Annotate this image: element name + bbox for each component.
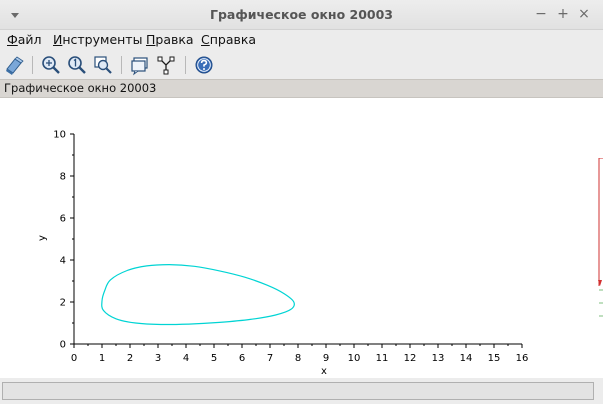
- menu-edit-mnemonic: П: [146, 32, 156, 47]
- x-tick-label: 6: [239, 353, 245, 364]
- maximize-button[interactable]: +: [557, 6, 569, 22]
- x-tick-label: 15: [488, 353, 501, 364]
- help-icon[interactable]: [193, 54, 215, 76]
- menu-edit-label: равка: [155, 32, 194, 47]
- x-tick-label: 2: [127, 353, 133, 364]
- menu-file[interactable]: Файл: [7, 32, 42, 47]
- series-line: [101, 263, 295, 326]
- x-tick-label: 14: [460, 353, 473, 364]
- x-tick-label: 12: [404, 353, 417, 364]
- figure-info-bar: Графическое окно 20003: [0, 79, 603, 98]
- x-tick-label: 8: [295, 353, 301, 364]
- x-tick-label: 9: [323, 353, 329, 364]
- menu-tools[interactable]: Инструменты: [53, 32, 142, 47]
- menu-edit[interactable]: Правка: [146, 32, 194, 47]
- x-tick-label: 1: [99, 353, 105, 364]
- y-tick-label: 6: [60, 214, 66, 225]
- close-button[interactable]: ×: [578, 6, 590, 22]
- y-tick-label: 4: [60, 256, 66, 267]
- toolbar-separator: [32, 56, 33, 74]
- status-bar: [0, 380, 603, 404]
- menu-help[interactable]: Справка: [201, 32, 256, 47]
- zoom-in-icon[interactable]: [40, 54, 62, 76]
- y-tick-label: 10: [53, 130, 66, 141]
- x-tick-label: 13: [432, 353, 445, 364]
- y-tick-label: 8: [60, 172, 66, 183]
- y-tick-label: 2: [60, 298, 66, 309]
- x-tick-label: 7: [267, 353, 273, 364]
- x-tick-label: 5: [211, 353, 217, 364]
- minimize-button[interactable]: −: [535, 6, 547, 22]
- zoom-rect-icon[interactable]: [92, 54, 114, 76]
- x-tick-label: 10: [348, 353, 361, 364]
- menu-file-mnemonic: Ф: [7, 32, 18, 47]
- menu-tools-mnemonic: И: [53, 32, 63, 47]
- menu-help-label: правка: [209, 32, 257, 47]
- x-axis-label: x: [321, 366, 327, 377]
- toolbar-separator: [121, 56, 122, 74]
- y-axis-label: y: [37, 235, 48, 241]
- y-tick-label: 0: [60, 340, 66, 351]
- rotate-icon[interactable]: [3, 54, 25, 76]
- window-menu-icon[interactable]: [8, 8, 22, 22]
- x-tick-label: 11: [376, 353, 389, 364]
- edit-axes-icon[interactable]: [155, 54, 177, 76]
- x-tick-label: 4: [183, 353, 189, 364]
- zoom-original-icon[interactable]: [66, 54, 88, 76]
- toolbar: [0, 51, 603, 79]
- window-title: Графическое окно 20003: [209, 7, 393, 22]
- datatip-icon[interactable]: [129, 54, 151, 76]
- menu-help-mnemonic: С: [201, 32, 210, 47]
- x-tick-label: 3: [155, 353, 161, 364]
- edge-decoration: [598, 158, 603, 317]
- status-message: [2, 382, 594, 400]
- menu-bar: Файл Инструменты Правка Справка: [0, 30, 603, 50]
- plot-canvas[interactable]: 0 1 2 3 4 5 6 7 8 9 10 11 12 13 14 15 16 0 2 4 6 8 10 x y: [0, 98, 603, 378]
- x-tick-label: 0: [71, 353, 77, 364]
- title-bar: Графическое окно 20003 − + ×: [0, 0, 603, 30]
- curve-group: [101, 263, 295, 326]
- menu-tools-label: нструменты: [62, 32, 143, 47]
- toolbar-separator: [185, 56, 186, 74]
- x-tick-label: 16: [516, 353, 529, 364]
- menu-file-label: айл: [17, 32, 42, 47]
